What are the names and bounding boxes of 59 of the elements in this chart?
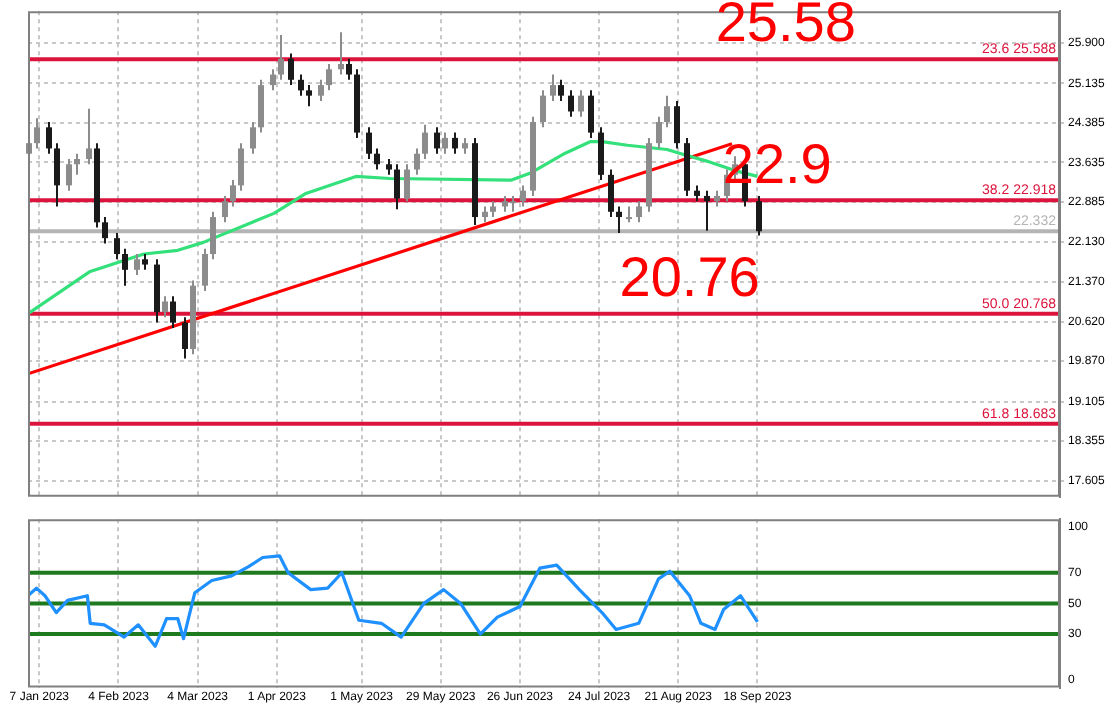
candlestick — [540, 89, 546, 129]
candlestick — [616, 205, 622, 234]
candlestick — [66, 157, 72, 192]
candlestick — [636, 200, 642, 224]
annotation: 20.76 — [619, 245, 760, 308]
candlestick — [394, 163, 400, 211]
candlestick — [568, 89, 574, 118]
candlestick — [346, 57, 352, 81]
candlestick — [222, 194, 228, 224]
candlestick — [278, 33, 284, 81]
candlestick — [588, 89, 594, 139]
candlestick — [182, 316, 188, 360]
candlestick — [704, 189, 710, 232]
annotation: 22.9 — [722, 132, 832, 195]
annotation: 25.58 — [715, 0, 856, 54]
candlestick — [54, 142, 60, 208]
candlestick — [270, 68, 276, 92]
candlestick — [374, 147, 380, 171]
candlestick — [442, 131, 448, 155]
candlestick — [74, 152, 80, 176]
candlestick — [414, 147, 420, 176]
candlestick — [230, 179, 236, 208]
candlestick — [202, 247, 208, 292]
candlestick — [134, 253, 140, 277]
candlestick — [170, 295, 176, 329]
candlestick — [366, 126, 372, 160]
candlestick — [318, 78, 324, 102]
candlestick — [238, 142, 244, 192]
candlestick — [46, 121, 52, 155]
candlestick — [162, 295, 168, 319]
candlestick — [86, 107, 92, 166]
candlestick — [298, 73, 304, 97]
candlestick — [288, 52, 294, 87]
candlestick — [520, 184, 526, 208]
candlestick — [558, 78, 564, 102]
candlestick — [34, 117, 40, 150]
candlestick — [338, 31, 344, 76]
candlestick — [404, 163, 410, 203]
candlestick — [756, 194, 762, 237]
candlestick — [608, 168, 614, 219]
candlestick — [250, 121, 256, 155]
candlestick — [306, 84, 312, 108]
candlestick — [422, 123, 428, 160]
candlestick — [550, 73, 556, 102]
candlestick — [598, 126, 604, 182]
candlestick — [210, 210, 216, 261]
candlestick — [154, 258, 160, 324]
candlestick — [578, 89, 584, 118]
candlestick — [434, 126, 440, 155]
candlestick — [102, 216, 108, 245]
candlestick — [326, 62, 332, 92]
candlestick — [114, 231, 120, 261]
candlestick — [122, 247, 128, 287]
candlestick — [656, 115, 662, 150]
candlestick — [452, 131, 458, 155]
candlestick — [664, 94, 670, 129]
candlestick — [674, 99, 680, 150]
candlestick — [684, 136, 690, 197]
candlestick — [258, 78, 264, 134]
